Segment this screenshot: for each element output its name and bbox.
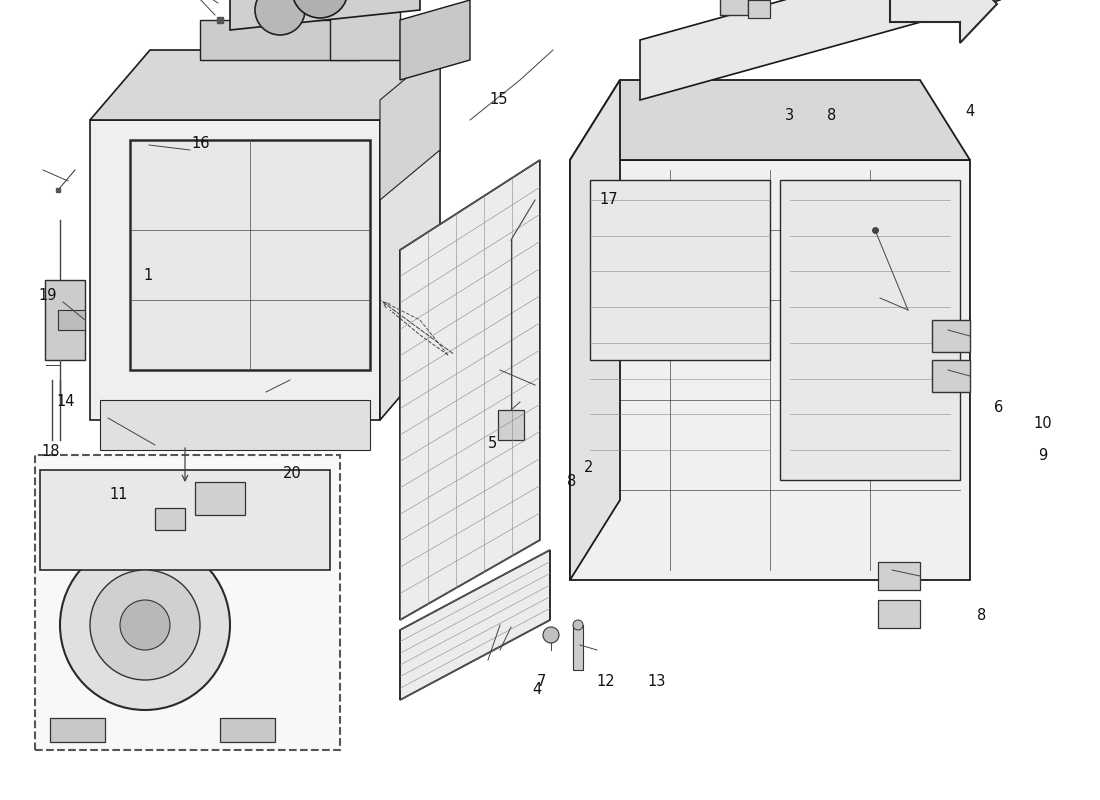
Text: 16: 16 bbox=[191, 137, 209, 151]
Polygon shape bbox=[379, 50, 440, 420]
Circle shape bbox=[60, 540, 230, 710]
Text: 3: 3 bbox=[785, 109, 794, 123]
Polygon shape bbox=[590, 180, 770, 360]
Polygon shape bbox=[100, 400, 370, 450]
Text: 17: 17 bbox=[600, 193, 617, 207]
Polygon shape bbox=[400, 0, 470, 80]
Polygon shape bbox=[878, 562, 920, 590]
Text: 8: 8 bbox=[977, 609, 986, 623]
Polygon shape bbox=[195, 482, 245, 515]
Text: 6: 6 bbox=[994, 401, 1003, 415]
Polygon shape bbox=[220, 718, 275, 742]
Polygon shape bbox=[379, 50, 440, 200]
Text: 9: 9 bbox=[1038, 449, 1047, 463]
Polygon shape bbox=[90, 50, 440, 120]
Circle shape bbox=[90, 570, 200, 680]
Text: 18: 18 bbox=[42, 445, 59, 459]
Text: 11: 11 bbox=[110, 487, 128, 502]
Text: 10: 10 bbox=[1034, 417, 1052, 431]
Polygon shape bbox=[40, 470, 330, 570]
Text: 14: 14 bbox=[57, 394, 75, 409]
Polygon shape bbox=[640, 0, 1000, 100]
Text: 2: 2 bbox=[584, 461, 593, 475]
Polygon shape bbox=[130, 140, 370, 370]
Polygon shape bbox=[748, 0, 770, 18]
Text: 4: 4 bbox=[966, 105, 975, 119]
Polygon shape bbox=[230, 0, 420, 30]
Text: 8: 8 bbox=[568, 474, 576, 489]
Circle shape bbox=[543, 627, 559, 643]
Text: 7: 7 bbox=[537, 674, 546, 689]
Polygon shape bbox=[573, 625, 583, 670]
Circle shape bbox=[120, 600, 170, 650]
Text: 13: 13 bbox=[648, 674, 666, 689]
Polygon shape bbox=[720, 0, 748, 15]
Text: 4: 4 bbox=[532, 682, 541, 697]
Polygon shape bbox=[200, 20, 360, 60]
Text: 1: 1 bbox=[144, 269, 153, 283]
Text: 12: 12 bbox=[597, 674, 615, 689]
Text: 8: 8 bbox=[827, 109, 836, 123]
Circle shape bbox=[292, 0, 348, 18]
Polygon shape bbox=[570, 80, 620, 580]
Polygon shape bbox=[45, 280, 85, 360]
Polygon shape bbox=[570, 80, 970, 160]
Text: 5: 5 bbox=[488, 437, 497, 451]
Polygon shape bbox=[400, 550, 550, 700]
Text: 19: 19 bbox=[39, 289, 56, 303]
Polygon shape bbox=[932, 360, 970, 392]
Polygon shape bbox=[400, 160, 540, 620]
Text: 15: 15 bbox=[490, 93, 507, 107]
Polygon shape bbox=[878, 600, 920, 628]
Circle shape bbox=[255, 0, 305, 35]
Polygon shape bbox=[932, 320, 970, 352]
Polygon shape bbox=[50, 718, 104, 742]
Polygon shape bbox=[330, 0, 400, 60]
Polygon shape bbox=[890, 0, 997, 43]
Bar bbox=[35, 455, 340, 750]
Polygon shape bbox=[780, 180, 960, 480]
Circle shape bbox=[573, 620, 583, 630]
Polygon shape bbox=[570, 160, 970, 580]
Polygon shape bbox=[58, 310, 85, 330]
Polygon shape bbox=[155, 508, 185, 530]
Polygon shape bbox=[498, 410, 524, 440]
Text: 20: 20 bbox=[283, 466, 302, 481]
Polygon shape bbox=[90, 120, 379, 420]
